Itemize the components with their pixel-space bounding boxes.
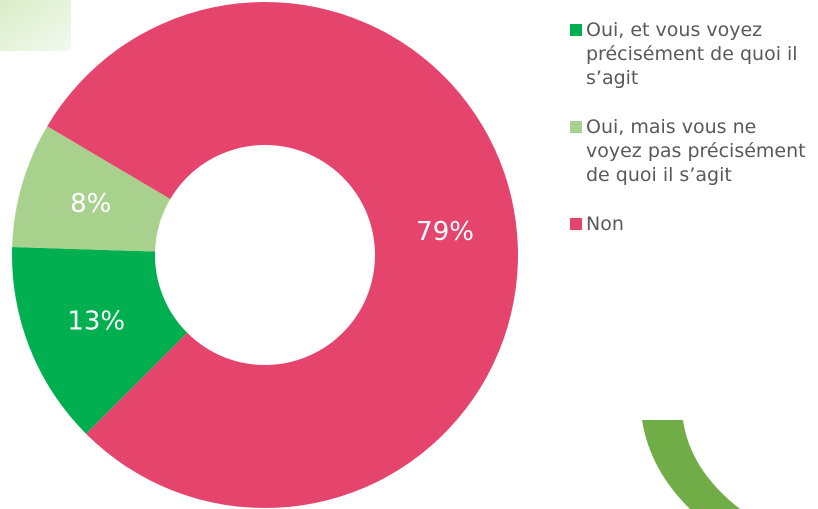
slice-label: 8% bbox=[70, 189, 111, 219]
legend-swatch bbox=[570, 121, 582, 133]
legend-label: Oui, mais vous ne voyez pas précisément … bbox=[586, 116, 806, 186]
donut: 13% 8% 79% bbox=[12, 2, 518, 509]
legend-swatch bbox=[570, 218, 582, 230]
slice bbox=[12, 126, 171, 252]
slice-label: 79% bbox=[416, 217, 474, 247]
legend-item: Oui, et vous voyez précisément de quoi i… bbox=[568, 18, 813, 90]
legend-label: Non bbox=[586, 213, 624, 235]
legend-item: Non bbox=[568, 212, 813, 236]
legend-item: Oui, mais vous ne voyez pas précisément … bbox=[568, 115, 813, 187]
legend: Oui, et vous voyez précisément de quoi i… bbox=[568, 18, 813, 261]
slice bbox=[47, 2, 518, 509]
legend-label: Oui, et vous voyez précisément de quoi i… bbox=[586, 19, 798, 89]
decor-arc bbox=[642, 420, 740, 509]
slice-label: 13% bbox=[67, 306, 125, 336]
decor-box bbox=[0, 0, 71, 51]
legend-swatch bbox=[570, 24, 582, 36]
slice bbox=[12, 247, 188, 434]
